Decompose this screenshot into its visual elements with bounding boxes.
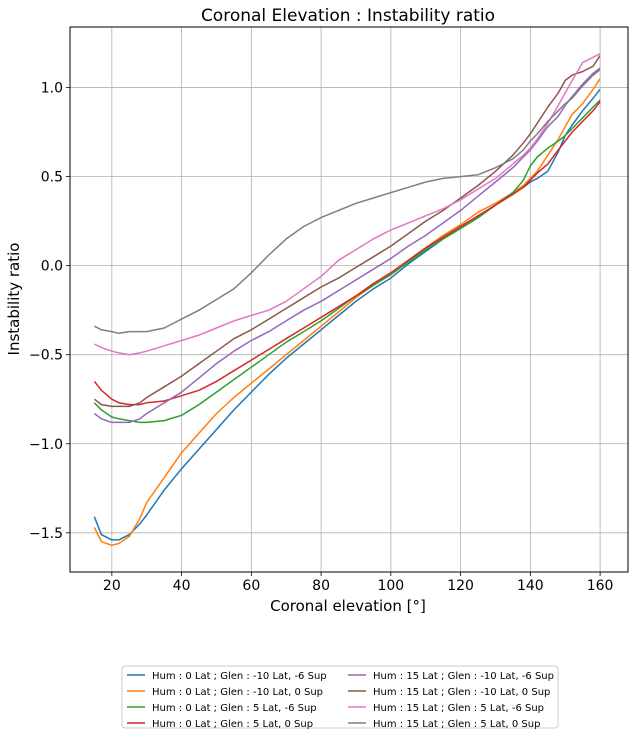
legend-label: Hum : 15 Lat ; Glen : -10 Lat, 0 Sup	[373, 687, 550, 698]
x-tick-label: 120	[447, 578, 474, 594]
legend-label: Hum : 0 Lat ; Glen : 5 Lat, 0 Sup	[152, 719, 313, 730]
x-axis: 20 40 60 80 100 120 140 160	[103, 572, 614, 594]
y-tick-label: 0.5	[41, 170, 63, 186]
legend-label: Hum : 0 Lat ; Glen : 5 Lat, -6 Sup	[152, 703, 317, 714]
legend-label: Hum : 15 Lat ; Glen : 5 Lat, -6 Sup	[373, 703, 544, 714]
y-tick-label: −1.0	[29, 437, 63, 453]
series-line-1	[93, 88, 601, 541]
y-tick-label: 1.0	[41, 81, 63, 97]
x-tick-label: 100	[377, 578, 404, 594]
x-tick-label: 80	[312, 578, 330, 594]
legend: Hum : 0 Lat ; Glen : -10 Lat, -6 Sup Hum …	[121, 665, 559, 730]
series-line-6	[93, 55, 601, 408]
plot-frame	[69, 26, 629, 573]
legend-label: Hum : 0 Lat ; Glen : -10 Lat, -6 Sup	[152, 671, 327, 682]
legend-box	[121, 665, 559, 729]
x-tick-label: 60	[242, 578, 260, 594]
legend-label: Hum : 0 Lat ; Glen : -10 Lat, 0 Sup	[152, 687, 323, 698]
legend-label: Hum : 15 Lat ; Glen : 5 Lat, 0 Sup	[373, 719, 540, 730]
legend-label: Hum : 15 Lat ; Glen : -10 Lat, -6 Sup	[373, 671, 554, 682]
x-tick-label: 160	[587, 578, 614, 594]
series-line-8	[94, 69, 601, 335]
series-line-7	[94, 53, 601, 356]
y-axis-label: Instability ratio	[5, 243, 23, 356]
y-tick-label: 0.0	[41, 259, 63, 275]
y-tick-label: −0.5	[29, 348, 63, 364]
y-axis: −1.5 −1.0 −0.5 0.0 0.5 1.0	[29, 81, 70, 542]
x-axis-label: Coronal elevation [°]	[270, 597, 426, 615]
chart-title: Coronal Elevation : Instability ratio	[201, 6, 495, 26]
grid-lines	[70, 27, 628, 572]
series-lines	[93, 53, 601, 547]
series-line-5	[93, 67, 601, 424]
series-line-4	[93, 101, 601, 406]
x-tick-label: 20	[103, 578, 121, 594]
y-tick-label: −1.5	[29, 526, 63, 542]
x-tick-label: 140	[517, 578, 544, 594]
series-line-2	[93, 78, 601, 547]
x-tick-label: 40	[173, 578, 191, 594]
